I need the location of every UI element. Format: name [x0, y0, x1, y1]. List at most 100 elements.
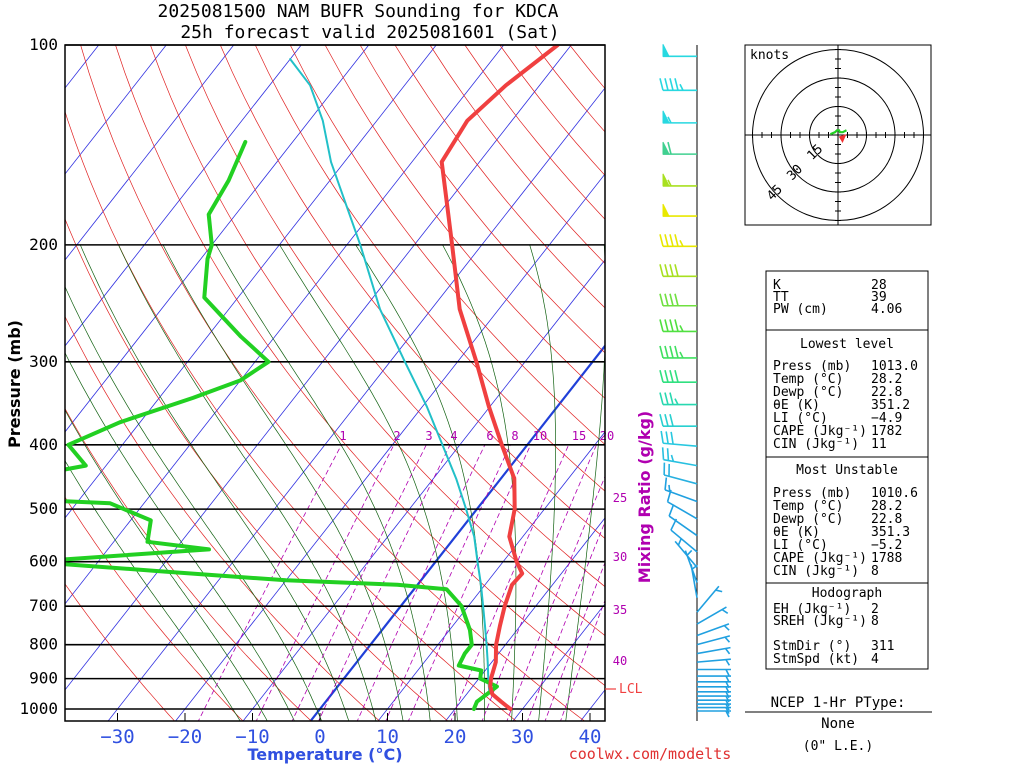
temperature-tick-label: −20 [168, 726, 202, 748]
hodograph-ring [780, 77, 896, 193]
isotherm [65, 45, 370, 433]
stat-label: StmDir (°) [773, 639, 851, 654]
mixing-ratio-label: 3 [425, 429, 432, 443]
barb-feather [660, 430, 664, 444]
wind-barb [659, 345, 697, 359]
wind-barb [659, 78, 697, 92]
dry-adiabat [185, 45, 605, 588]
isotherm [107, 87, 605, 721]
stat-label: θE (K) [773, 525, 820, 540]
stat-value: 1010.6 [871, 486, 918, 501]
isotherm [175, 173, 605, 721]
wind-barb [696, 635, 731, 646]
mixing-ratio-line [506, 475, 605, 721]
mixing-ratio-label: 10 [533, 429, 547, 443]
barb-pennant [662, 173, 670, 187]
barb-feather [666, 489, 672, 502]
mixing-ratio-label: 4 [450, 429, 457, 443]
barb-feather [725, 669, 730, 676]
temperature-tick-label: 40 [579, 726, 602, 748]
stat-label: LI (°C) [773, 538, 828, 553]
mixing-ratio-line [527, 520, 605, 721]
dry-adiabat [359, 45, 605, 354]
isobar-lines [65, 44, 605, 710]
mixing-ratio-label: 6 [486, 429, 493, 443]
pressure-tick-label: 300 [29, 352, 58, 371]
stat-label: Temp (°C) [773, 372, 843, 387]
dry-adiabat [429, 45, 605, 264]
stat-value: 22.8 [871, 385, 902, 400]
isotherm [65, 45, 302, 347]
barb-feather [691, 564, 698, 570]
barb-feather [659, 370, 664, 383]
barb-staff [696, 646, 731, 655]
stats-section-title: Hodograph [812, 586, 882, 601]
stat-label: CAPE (Jkg⁻¹) [773, 424, 867, 439]
stat-value: −5.2 [871, 538, 902, 553]
barb-feather [668, 484, 671, 492]
moist-adiabat [162, 244, 404, 721]
pressure-tick-label: 200 [29, 235, 58, 254]
ptype-title: NCEP 1-Hr PType: [771, 695, 906, 711]
barb-feather [664, 345, 669, 359]
stat-label: Press (mb) [773, 486, 851, 501]
wind-barb [659, 293, 697, 307]
storm-motion-marker [838, 134, 847, 143]
temperature-axis-labels: −30 −20 −10 0 10 20 30 40 [100, 713, 601, 748]
stat-value: 1782 [871, 424, 902, 439]
wind-barb [664, 477, 698, 503]
plot-frame [64, 44, 606, 722]
wind-barb [696, 623, 730, 637]
stat-label: θE (K) [773, 398, 820, 413]
stat-label: CIN (Jkg⁻¹) [773, 564, 859, 579]
wind-barb [662, 141, 697, 155]
wind-barb [662, 110, 697, 124]
credit-text: coolwx.com/modelts [569, 745, 732, 763]
moist-adiabat [65, 285, 322, 721]
barb-feather [667, 116, 672, 124]
stat-value: 1788 [871, 551, 902, 566]
stat-value: 311 [871, 639, 894, 654]
barb-feather [724, 648, 731, 655]
stat-label: StmSpd (kt) [773, 652, 859, 667]
barb-feather [668, 504, 675, 517]
stat-label: TT [773, 290, 789, 305]
isotherm [65, 45, 505, 605]
barb-feather [725, 710, 730, 718]
wind-barb [697, 710, 731, 718]
stat-value: 351.2 [871, 398, 910, 413]
mixing-ratio-line [407, 444, 532, 721]
stats-section-title: Most Unstable [796, 463, 898, 478]
pressure-axis-labels: 100 200 300 400 500 600 700 800 900 1000 [19, 35, 58, 718]
stat-label: K [773, 278, 781, 293]
barb-staff [696, 658, 731, 663]
mixing-ratio-line [385, 444, 511, 721]
barb-feather [677, 538, 682, 546]
barb-feather [664, 264, 669, 277]
barb-feather [669, 413, 674, 427]
barb-feather [666, 448, 670, 461]
stat-label: Dewp (°C) [773, 512, 843, 527]
barb-feather [669, 293, 674, 306]
profiles [65, 45, 560, 711]
barb-feather [664, 78, 669, 91]
barb-feather [724, 636, 731, 643]
barb-pennant [662, 44, 670, 57]
mixing-ratio-labels: 1 2 3 4 6 8 10 15 20 25 30 35 40 [339, 429, 627, 668]
mixing-ratio-label: 1 [339, 429, 346, 443]
isotherm [445, 517, 605, 721]
moist-adiabat [118, 244, 377, 721]
barb-feather [667, 141, 672, 155]
barb-feather [686, 549, 693, 556]
barb-feather [659, 234, 664, 247]
wind-barb [663, 462, 698, 485]
isotherm [377, 431, 605, 721]
stat-value: 351.3 [871, 525, 910, 540]
barb-feather [674, 78, 679, 91]
barb-feather [674, 293, 679, 306]
wind-barb [666, 489, 698, 520]
dry-adiabat [65, 496, 244, 721]
wind-barb [697, 695, 731, 703]
barb-feather [674, 370, 679, 383]
